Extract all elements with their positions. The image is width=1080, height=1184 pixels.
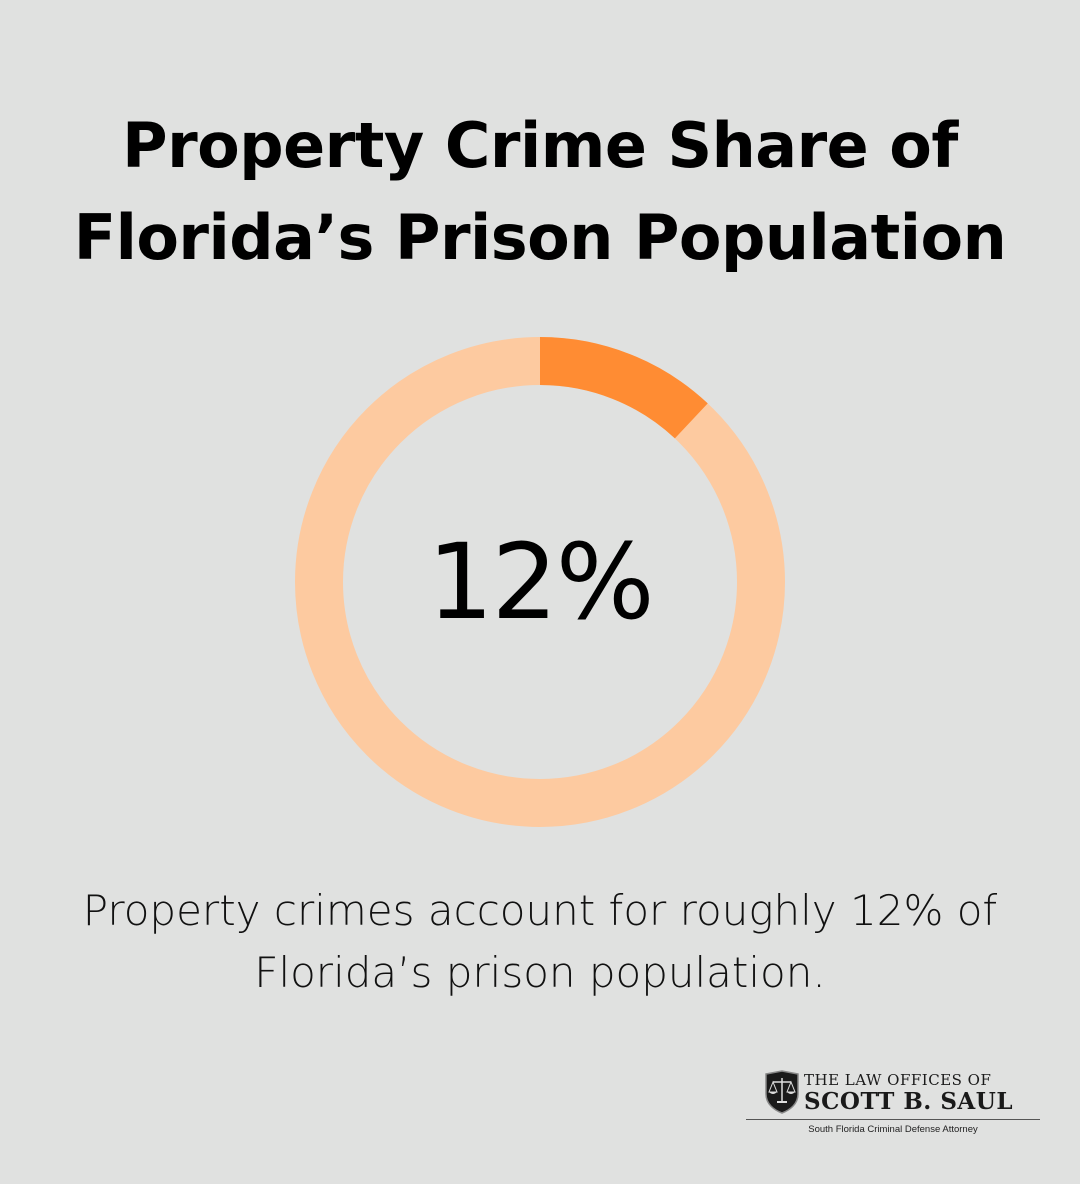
donut-svg — [295, 337, 785, 827]
logo-divider — [746, 1119, 1040, 1120]
title-line-2: Florida’s Prison Population — [73, 201, 1007, 274]
donut-highlight-segment — [295, 337, 785, 827]
donut-chart — [295, 337, 785, 827]
logo-line-2: SCOTT B. SAUL — [804, 1088, 1014, 1115]
percentage-label: 12% — [427, 521, 654, 643]
title-line-1: Property Crime Share of — [122, 109, 958, 182]
chart-caption: Property crimes account for roughly 12% … — [0, 880, 1080, 1004]
donut-center-value: 12% — [295, 337, 785, 827]
page-title: Property Crime Share of Florida’s Prison… — [0, 100, 1080, 284]
law-office-logo: THE LAW OFFICES OF SCOTT B. SAUL South F… — [746, 1068, 1040, 1142]
caption-line-2: Florida’s prison population. — [254, 948, 826, 997]
caption-line-1: Property crimes account for roughly 12% … — [82, 886, 998, 935]
logo-line-1: THE LAW OFFICES OF — [804, 1071, 992, 1089]
logo-tagline: South Florida Criminal Defense Attorney — [808, 1124, 978, 1135]
scales-of-justice-shield-icon — [765, 1070, 799, 1114]
